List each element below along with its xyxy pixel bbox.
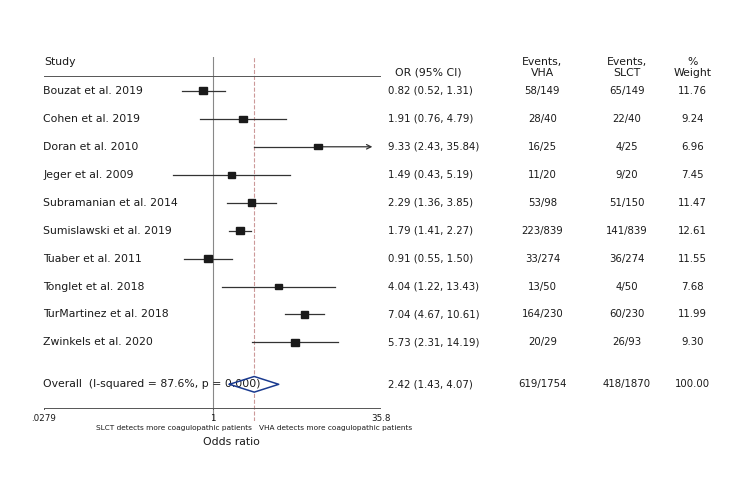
Text: 11.55: 11.55	[678, 253, 707, 263]
Text: 11.47: 11.47	[678, 198, 707, 207]
Polygon shape	[229, 377, 279, 392]
Text: 1.49 (0.43, 5.19): 1.49 (0.43, 5.19)	[388, 170, 474, 180]
Bar	[227, 172, 235, 177]
Text: 619/1754: 619/1754	[518, 380, 567, 389]
Text: 223/839: 223/839	[522, 226, 563, 236]
Text: 28/40: 28/40	[528, 114, 557, 124]
Text: VHA detects more coagulopathic patients: VHA detects more coagulopathic patients	[259, 425, 412, 431]
Bar	[199, 87, 207, 94]
Text: SLCT: SLCT	[613, 68, 641, 78]
Bar	[248, 199, 255, 206]
Text: 1: 1	[210, 414, 216, 423]
Text: Weight: Weight	[674, 68, 712, 78]
Text: 0.82 (0.52, 1.31): 0.82 (0.52, 1.31)	[388, 86, 474, 96]
Text: VHA: VHA	[531, 68, 554, 78]
Text: 22/40: 22/40	[612, 114, 641, 124]
Text: 1.79 (1.41, 2.27): 1.79 (1.41, 2.27)	[388, 226, 474, 236]
Text: Study: Study	[44, 56, 75, 66]
Bar	[239, 116, 247, 122]
Text: 65/149: 65/149	[609, 86, 644, 96]
Text: Sumislawski et al. 2019: Sumislawski et al. 2019	[43, 226, 172, 236]
Text: 11/20: 11/20	[528, 170, 557, 180]
Text: Cohen et al. 2019: Cohen et al. 2019	[43, 114, 140, 124]
Text: SLCT detects more coagulopathic patients: SLCT detects more coagulopathic patients	[96, 425, 251, 431]
Text: 11.76: 11.76	[678, 86, 707, 96]
Text: 35.8: 35.8	[372, 414, 391, 423]
Text: %: %	[688, 56, 698, 66]
Bar	[275, 283, 282, 289]
Text: Bouzat et al. 2019: Bouzat et al. 2019	[43, 86, 143, 96]
Text: 4/50: 4/50	[616, 282, 638, 292]
Text: OR (95% CI): OR (95% CI)	[396, 68, 462, 78]
Text: 6.96: 6.96	[681, 142, 704, 152]
Text: Events,: Events,	[607, 56, 647, 66]
Text: Tuaber et al. 2011: Tuaber et al. 2011	[43, 253, 141, 263]
Text: 164/230: 164/230	[522, 309, 563, 319]
Text: .0279: .0279	[32, 414, 56, 423]
Text: 11.99: 11.99	[678, 309, 707, 319]
Text: 9.33 (2.43, 35.84): 9.33 (2.43, 35.84)	[388, 142, 480, 152]
Text: 33/274: 33/274	[525, 253, 560, 263]
Bar	[314, 144, 322, 150]
Text: Doran et al. 2010: Doran et al. 2010	[43, 142, 139, 152]
Text: 7.45: 7.45	[682, 170, 704, 180]
Text: 36/274: 36/274	[609, 253, 644, 263]
Text: 1.91 (0.76, 4.79): 1.91 (0.76, 4.79)	[388, 114, 474, 124]
Text: Events,: Events,	[523, 56, 562, 66]
Text: Subramanian et al. 2014: Subramanian et al. 2014	[43, 198, 178, 207]
Bar	[236, 227, 244, 234]
Text: 7.68: 7.68	[682, 282, 704, 292]
Text: 13/50: 13/50	[528, 282, 557, 292]
Text: Zwinkels et al. 2020: Zwinkels et al. 2020	[43, 337, 153, 348]
Text: Jeger et al. 2009: Jeger et al. 2009	[43, 170, 133, 180]
Text: 5.73 (2.31, 14.19): 5.73 (2.31, 14.19)	[388, 337, 480, 348]
Text: 58/149: 58/149	[525, 86, 560, 96]
Text: Overall  (I-squared = 87.6%, p = 0.000): Overall (I-squared = 87.6%, p = 0.000)	[43, 380, 260, 389]
Text: 9.24: 9.24	[682, 114, 704, 124]
Text: 4.04 (1.22, 13.43): 4.04 (1.22, 13.43)	[388, 282, 479, 292]
Text: 0.91 (0.55, 1.50): 0.91 (0.55, 1.50)	[388, 253, 474, 263]
Text: 141/839: 141/839	[606, 226, 647, 236]
Text: 7.04 (4.67, 10.61): 7.04 (4.67, 10.61)	[388, 309, 480, 319]
Text: 4/25: 4/25	[616, 142, 638, 152]
Text: 16/25: 16/25	[528, 142, 557, 152]
Text: 60/230: 60/230	[609, 309, 644, 319]
Text: 20/29: 20/29	[528, 337, 557, 348]
Text: 2.29 (1.36, 3.85): 2.29 (1.36, 3.85)	[388, 198, 474, 207]
Text: Odds ratio: Odds ratio	[203, 437, 260, 447]
Bar	[301, 311, 309, 318]
Text: 51/150: 51/150	[609, 198, 644, 207]
Text: 53/98: 53/98	[528, 198, 557, 207]
Text: 9.30: 9.30	[682, 337, 704, 348]
Text: 26/93: 26/93	[612, 337, 641, 348]
Text: Tonglet et al. 2018: Tonglet et al. 2018	[43, 282, 144, 292]
Text: 418/1870: 418/1870	[603, 380, 651, 389]
Text: 9/20: 9/20	[616, 170, 638, 180]
Bar	[291, 339, 298, 346]
Text: 100.00: 100.00	[675, 380, 710, 389]
Bar	[205, 255, 212, 262]
Text: TurMartinez et al. 2018: TurMartinez et al. 2018	[43, 309, 169, 319]
Text: 2.42 (1.43, 4.07): 2.42 (1.43, 4.07)	[388, 380, 474, 389]
Text: 12.61: 12.61	[678, 226, 707, 236]
